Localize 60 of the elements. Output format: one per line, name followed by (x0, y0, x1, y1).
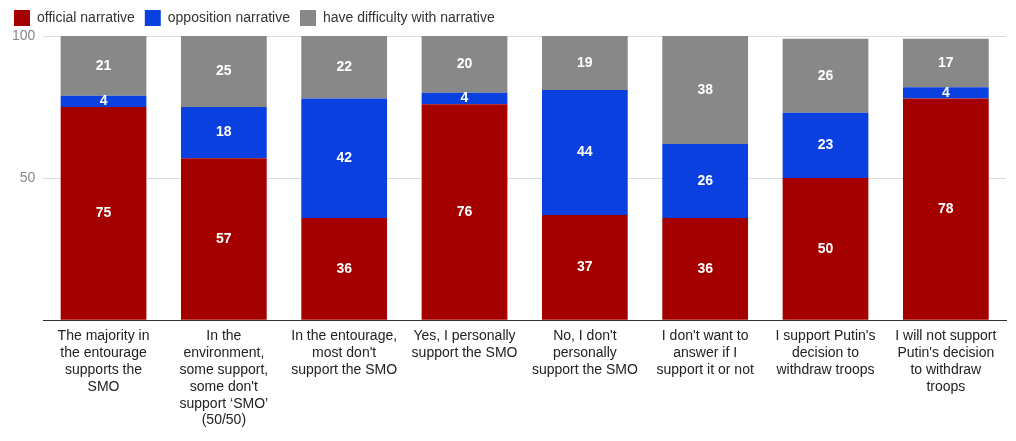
bar (662, 36, 749, 144)
bar (180, 36, 267, 108)
data-label: 37 (577, 258, 593, 275)
bar (421, 92, 508, 105)
data-label: 26 (697, 171, 714, 188)
data-label: 17 (938, 53, 954, 70)
x-tick-label: The majority in the entourage supports the SMO (57, 327, 150, 394)
legend-label: have difficulty with narrative (322, 8, 495, 25)
bar (421, 104, 508, 320)
data-label: 25 (216, 62, 232, 79)
data-label: 4 (941, 83, 950, 100)
bar (301, 36, 388, 99)
legend-label: opposition narrative (167, 8, 291, 25)
data-label: 36 (697, 259, 714, 276)
data-label: 4 (99, 92, 108, 109)
x-tick-label: In the environment, some support, some don't support ‘SMO’ (50/50) (179, 327, 269, 428)
data-label: 20 (456, 55, 473, 72)
bar (782, 112, 869, 179)
bar (782, 38, 869, 113)
data-label: 23 (817, 136, 834, 153)
data-label: 36 (336, 259, 353, 276)
bar (541, 215, 628, 320)
data-label: 44 (577, 143, 593, 160)
data-label: 57 (216, 229, 232, 246)
data-label: 22 (336, 58, 353, 75)
data-label: 78 (938, 199, 954, 216)
bar (301, 98, 388, 218)
bar (782, 178, 869, 320)
bar (662, 217, 749, 320)
data-label: 76 (456, 202, 473, 219)
x-tick-label: I don't want to answer if I support it or not (656, 327, 754, 378)
data-label: 38 (697, 80, 714, 97)
x-tick-label: Yes, I personally support the SMO (411, 327, 518, 361)
bar (541, 90, 628, 216)
bar (421, 36, 508, 93)
data-label: 75 (95, 204, 112, 221)
x-tick-label: I will not support Putin's decision to withdraw troops (895, 327, 997, 394)
data-label: 21 (95, 56, 112, 73)
legend-label: official narrative (37, 8, 135, 25)
data-label: 19 (577, 53, 593, 70)
bar (541, 36, 628, 90)
data-label: 18 (216, 123, 232, 140)
bar (301, 217, 388, 320)
y-tick-label: 100 (12, 26, 36, 43)
data-label: 4 (460, 89, 469, 106)
bar (902, 38, 989, 88)
bar (60, 95, 147, 108)
bar (60, 36, 147, 96)
data-label: 50 (817, 239, 834, 256)
data-label: 26 (817, 66, 834, 83)
bar (902, 98, 989, 320)
data-label: 42 (336, 149, 353, 166)
bar (662, 144, 749, 218)
bar (60, 107, 147, 320)
x-tick-label: I support Putin's decision to withdraw troops (775, 327, 876, 378)
x-tick-label: No, I don't personally support the SMO (531, 327, 638, 378)
x-tick-label: In the entourage, most don't support the SMO (291, 327, 398, 378)
bar (180, 107, 267, 159)
bar (902, 87, 989, 99)
bar (180, 158, 267, 320)
